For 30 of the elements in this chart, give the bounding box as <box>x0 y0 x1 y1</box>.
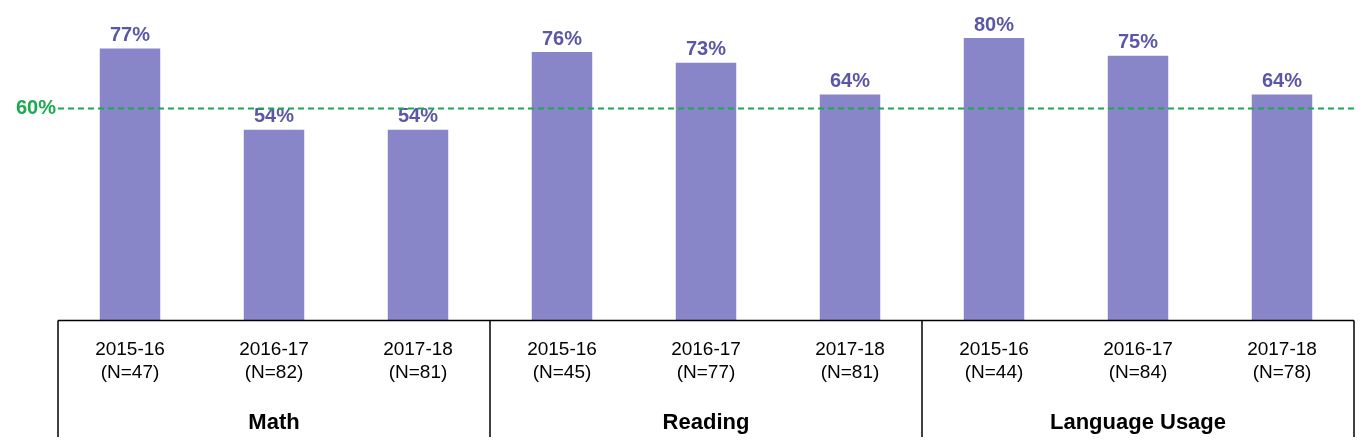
data-label: 54% <box>397 104 439 127</box>
bar <box>243 129 305 321</box>
x-tick-label: 2015-16 (N=44) <box>959 338 1029 382</box>
data-label: 77% <box>109 23 151 46</box>
data-label: 75% <box>1117 30 1159 53</box>
bar <box>819 94 881 321</box>
x-tick-label: 2015-16 (N=45) <box>527 338 597 382</box>
bar <box>387 129 449 321</box>
text: Reading <box>662 409 750 435</box>
data-label: 64% <box>1261 69 1303 91</box>
data-label: 80% <box>973 12 1015 35</box>
data-label: 73% <box>685 37 727 60</box>
x-tick-label: 2015-16 (N=47) <box>95 338 165 382</box>
text: Language Usage <box>1049 409 1227 435</box>
x-tick-label: 2016-17 (N=82) <box>239 338 309 382</box>
bar <box>1251 94 1313 321</box>
x-tick-label: 2017-18 (N=81) <box>815 338 885 382</box>
ref-line-label: 60% <box>15 96 57 119</box>
bar <box>99 48 161 321</box>
text: Math <box>248 409 300 435</box>
bar <box>963 38 1025 321</box>
bar <box>531 52 593 321</box>
data-label: 64% <box>829 69 871 91</box>
data-label: 76% <box>541 26 583 49</box>
x-tick-label: 2016-17 (N=77) <box>671 338 741 382</box>
bar <box>675 62 737 321</box>
x-tick-label: 2016-17 (N=84) <box>1103 338 1173 382</box>
x-tick-label: 2017-18 (N=81) <box>383 338 453 382</box>
bar <box>1107 55 1169 321</box>
x-tick-label: 2017-18 (N=78) <box>1247 338 1317 382</box>
